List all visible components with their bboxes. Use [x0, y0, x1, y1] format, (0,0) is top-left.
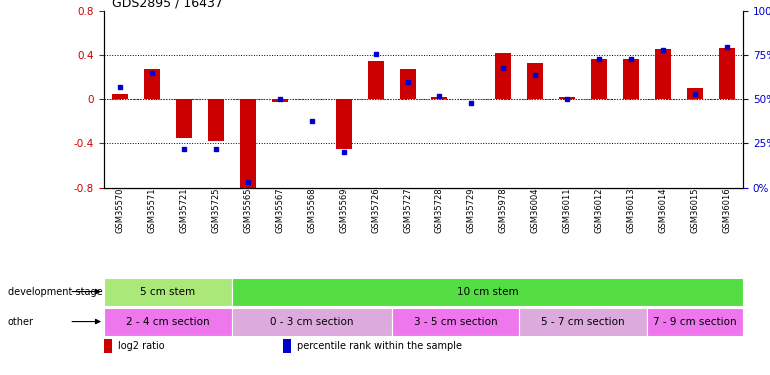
Text: GSM35978: GSM35978: [499, 188, 508, 233]
Bar: [232, 278, 743, 306]
Bar: [655, 49, 671, 99]
Bar: [112, 94, 128, 99]
Bar: [208, 99, 224, 141]
Text: 10 cm stem: 10 cm stem: [457, 286, 518, 297]
Text: GSM35726: GSM35726: [371, 188, 380, 233]
Text: GSM35729: GSM35729: [467, 188, 476, 233]
Bar: [431, 97, 447, 99]
Bar: [272, 99, 288, 102]
Bar: [239, 99, 256, 190]
Text: log2 ratio: log2 ratio: [118, 341, 165, 351]
Text: GSM36004: GSM36004: [531, 188, 540, 233]
Text: GSM35725: GSM35725: [211, 188, 220, 233]
Text: GSM35721: GSM35721: [179, 188, 189, 233]
Text: 5 - 7 cm section: 5 - 7 cm section: [541, 316, 625, 327]
Bar: [400, 69, 416, 99]
Bar: [519, 308, 647, 336]
Text: 3 - 5 cm section: 3 - 5 cm section: [413, 316, 497, 327]
Bar: [104, 308, 232, 336]
Text: 0 - 3 cm section: 0 - 3 cm section: [270, 316, 353, 327]
Text: development stage: development stage: [8, 286, 102, 297]
Text: GSM35568: GSM35568: [307, 188, 316, 233]
Bar: [559, 97, 575, 99]
Bar: [336, 99, 352, 149]
Text: GSM35570: GSM35570: [116, 188, 125, 233]
Text: GSM35728: GSM35728: [435, 188, 444, 233]
Bar: [104, 278, 232, 306]
Bar: [527, 63, 544, 99]
Bar: [495, 53, 511, 99]
Text: 5 cm stem: 5 cm stem: [140, 286, 196, 297]
Bar: [392, 308, 519, 336]
Bar: [232, 308, 391, 336]
Text: GDS2895 / 16437: GDS2895 / 16437: [112, 0, 223, 9]
Text: GSM36014: GSM36014: [658, 188, 668, 233]
Text: GSM36012: GSM36012: [594, 188, 604, 233]
Text: GSM36016: GSM36016: [722, 188, 732, 233]
Text: GSM35567: GSM35567: [275, 188, 284, 233]
Bar: [719, 48, 735, 99]
Bar: [144, 69, 160, 99]
Bar: [591, 58, 608, 99]
Bar: [104, 339, 112, 352]
Bar: [687, 88, 703, 99]
Text: GSM36011: GSM36011: [563, 188, 572, 233]
Text: GSM35727: GSM35727: [403, 188, 412, 233]
Bar: [176, 99, 192, 138]
Text: GSM35571: GSM35571: [147, 188, 156, 233]
Text: GSM35569: GSM35569: [339, 188, 348, 233]
Bar: [283, 339, 290, 352]
Text: percentile rank within the sample: percentile rank within the sample: [297, 341, 462, 351]
Text: GSM36013: GSM36013: [627, 188, 636, 233]
Text: GSM35565: GSM35565: [243, 188, 253, 233]
Text: 7 - 9 cm section: 7 - 9 cm section: [653, 316, 737, 327]
Text: other: other: [8, 316, 34, 327]
Bar: [623, 58, 639, 99]
Text: GSM36015: GSM36015: [691, 188, 700, 233]
Text: 2 - 4 cm section: 2 - 4 cm section: [126, 316, 209, 327]
Bar: [647, 308, 743, 336]
Bar: [367, 61, 383, 99]
